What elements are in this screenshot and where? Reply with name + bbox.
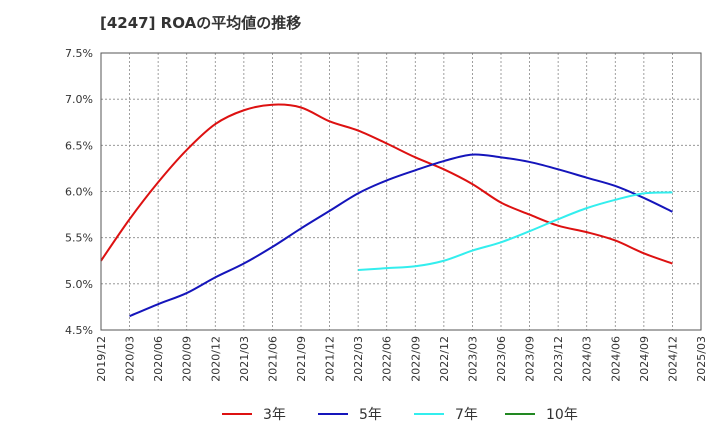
- x-tick-label: 2025/03: [695, 336, 708, 382]
- x-tick-label: 2023/12: [552, 336, 565, 382]
- x-tick-label: 2021/09: [295, 336, 308, 382]
- chart-title: [4247] ROAの平均値の推移: [100, 14, 302, 32]
- y-tick-label: 7.0%: [65, 93, 93, 106]
- y-tick-label: 4.5%: [65, 324, 93, 337]
- x-tick-label: 2024/09: [638, 336, 651, 382]
- x-tick-label: 2023/03: [466, 336, 479, 382]
- x-tick-label: 2023/06: [495, 336, 508, 382]
- x-tick-label: 2020/09: [181, 336, 194, 382]
- x-tick-label: 2021/03: [238, 336, 251, 382]
- grid-layer: [101, 53, 701, 330]
- y-axis-ticks: 4.5% 5.0% 5.5% 6.0% 6.5% 7.0% 7.5%: [65, 47, 93, 337]
- x-tick-label: 2023/09: [524, 336, 537, 382]
- legend-label-5年: 5年: [359, 407, 382, 423]
- x-tick-label: 2022/09: [409, 336, 422, 382]
- x-tick-label: 2020/06: [152, 336, 165, 382]
- x-tick-label: 2019/12: [95, 336, 108, 382]
- x-tick-label: 2024/12: [666, 336, 679, 382]
- plot-border: [100, 52, 702, 331]
- y-tick-label: 5.0%: [65, 278, 93, 291]
- legend-label-7年: 7年: [455, 407, 478, 423]
- legend-label-3年: 3年: [263, 407, 286, 423]
- x-tick-label: 2022/03: [352, 336, 365, 382]
- series-line-5年: [129, 153, 673, 318]
- y-tick-label: 7.5%: [65, 47, 93, 60]
- x-tick-label: 2021/12: [324, 336, 337, 382]
- y-tick-label: 6.0%: [65, 186, 93, 199]
- series-line-3年: [100, 103, 673, 265]
- series-line-7年: [358, 191, 673, 271]
- legend: 3年 5年 7年 10年: [222, 407, 578, 423]
- series-lines: [100, 103, 673, 318]
- y-tick-label: 6.5%: [65, 139, 93, 152]
- x-tick-label: 2020/12: [209, 336, 222, 382]
- x-tick-label: 2022/06: [381, 336, 394, 382]
- legend-label-10年: 10年: [546, 407, 578, 423]
- y-tick-label: 5.5%: [65, 232, 93, 245]
- x-tick-label: 2020/03: [124, 336, 137, 382]
- x-tick-label: 2024/06: [609, 336, 622, 382]
- x-axis-ticks: 2019/12 2020/03 2020/06 2020/09 2020/12 2021/…: [95, 336, 708, 382]
- x-tick-label: 2024/03: [581, 336, 594, 382]
- x-tick-label: 2021/06: [266, 336, 279, 382]
- x-tick-label: 2022/12: [438, 336, 451, 382]
